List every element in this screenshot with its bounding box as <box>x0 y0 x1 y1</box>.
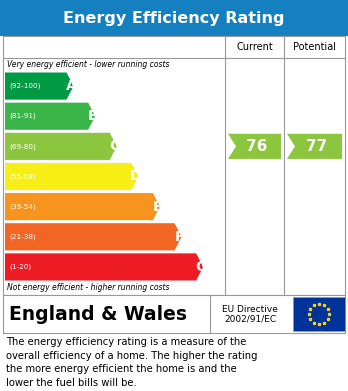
Text: (81-91): (81-91) <box>9 113 36 120</box>
Text: (55-68): (55-68) <box>9 173 36 180</box>
Text: (92-100): (92-100) <box>9 83 40 89</box>
Text: Current: Current <box>236 42 273 52</box>
Text: E: E <box>153 200 162 213</box>
Polygon shape <box>5 223 182 250</box>
FancyBboxPatch shape <box>293 297 345 331</box>
Text: Potential: Potential <box>293 42 336 52</box>
FancyBboxPatch shape <box>0 0 348 36</box>
FancyBboxPatch shape <box>3 295 345 333</box>
Text: D: D <box>130 170 142 183</box>
Text: (21-38): (21-38) <box>9 233 36 240</box>
Text: A: A <box>66 79 77 93</box>
Text: 76: 76 <box>246 139 267 154</box>
Text: Very energy efficient - lower running costs: Very energy efficient - lower running co… <box>7 60 169 69</box>
Text: C: C <box>109 139 119 153</box>
Text: G: G <box>195 260 206 274</box>
Text: B: B <box>87 109 98 123</box>
Polygon shape <box>5 72 73 100</box>
Text: The energy efficiency rating is a measure of the
overall efficiency of a home. T: The energy efficiency rating is a measur… <box>6 337 258 388</box>
Polygon shape <box>5 193 160 220</box>
Polygon shape <box>5 103 95 130</box>
Polygon shape <box>5 253 203 280</box>
Polygon shape <box>228 134 281 159</box>
Polygon shape <box>287 134 342 159</box>
Text: (1-20): (1-20) <box>9 264 31 270</box>
Text: Energy Efficiency Rating: Energy Efficiency Rating <box>63 11 285 25</box>
Text: F: F <box>174 230 184 244</box>
Text: 2002/91/EC: 2002/91/EC <box>224 314 276 323</box>
Text: England & Wales: England & Wales <box>9 305 187 323</box>
Polygon shape <box>5 163 139 190</box>
FancyBboxPatch shape <box>3 36 345 295</box>
Text: (69-80): (69-80) <box>9 143 36 150</box>
Polygon shape <box>5 133 117 160</box>
Text: EU Directive: EU Directive <box>222 305 278 314</box>
Text: 77: 77 <box>306 139 327 154</box>
Text: Not energy efficient - higher running costs: Not energy efficient - higher running co… <box>7 283 169 292</box>
Text: (39-54): (39-54) <box>9 203 36 210</box>
